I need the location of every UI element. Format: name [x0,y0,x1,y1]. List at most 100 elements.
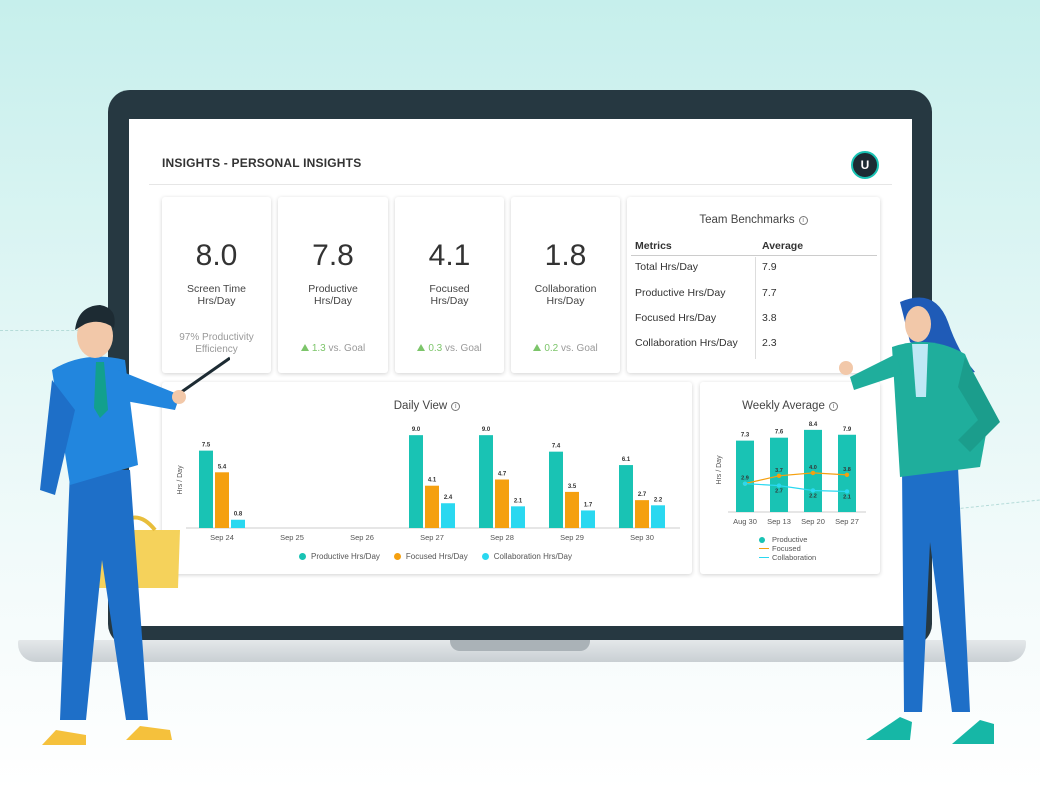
weekly-line-data-label: 3.7 [775,468,783,474]
weekly-line-data-label: 2.2 [809,493,817,499]
stat-label: Focused Hrs/Day [429,283,470,307]
legend-productive-dot [759,536,765,543]
weekly-x-tick-label: Aug 30 [733,517,757,526]
daily-bar-data-label: 2.2 [654,497,663,503]
decorative-dashed-line-left [0,330,110,331]
man-hand [172,390,186,404]
man-tie [94,362,108,418]
daily-view-title: Daily View i [162,400,692,412]
info-icon[interactable]: i [798,216,808,225]
man-head [77,314,113,358]
weekly-x-tick-label: Sep 20 [801,517,825,526]
info-icon[interactable]: i [828,402,838,411]
daily-x-tick-label: Sep 26 [350,533,374,542]
weekly-line-data-label: 2.9 [741,476,749,482]
header-divider [149,184,892,185]
weekly-bar-data-label: 7.3 [741,433,750,439]
page-title: INSIGHTS - PERSONAL INSIGHTS [162,156,362,170]
benchmarks-divider [631,255,877,256]
weekly-line-collaboration [744,483,848,493]
legend-productive-label: Productive [772,535,808,544]
benchmark-average: 7.7 [762,287,777,299]
daily-view-card: Daily View i Hrs / Day Sep 24 7.5 5.4 0.8 Sep … [162,382,692,574]
benchmark-average: 3.8 [762,312,777,324]
woman-legs [902,467,970,712]
weekly-x-tick-label: Sep 13 [767,517,791,526]
stat-label: Screen Time Hrs/Day [187,283,246,307]
weekly-line-point [844,489,850,494]
benchmark-metric: Focused Hrs/Day [635,312,717,324]
weekly-y-axis-label: Hrs / Day [716,455,723,485]
weekly-line-point [810,470,816,476]
stat-value: 4.1 [428,239,471,272]
daily-x-tick-label: Sep 27 [420,533,444,542]
stat-card-productive: 7.8 Productive Hrs/Day 1.3 vs. Goal [278,197,388,373]
legend-productive-dot [299,553,306,560]
stat-card-screen-time: 8.0 Screen Time Hrs/Day 97% Productivity E… [162,197,271,373]
arrow-up-icon [417,344,426,351]
weekly-bar-data-label: 7.6 [775,430,784,436]
daily-x-tick-label: Sep 24 [210,533,234,542]
weekly-bar-data-label: 7.9 [843,427,852,433]
man-shoe-right [126,726,172,740]
daily-bar [581,510,595,528]
legend-focused-line [759,547,769,554]
man-legs [60,470,148,720]
daily-bar-data-label: 7.4 [552,444,561,450]
woman-arm [850,354,902,390]
benchmark-average: 2.3 [762,337,777,349]
weekly-average-chart: Hrs / Day 7.3 Aug 30 7.6 Sep 13 8.4 Sep 20 7.9 S… [716,422,866,526]
stat-label: Collaboration Hrs/Day [534,283,597,307]
weekly-line-focused [744,472,848,485]
presenter-man-illustration [40,305,230,745]
daily-x-tick-label: Sep 30 [630,533,654,542]
daily-bar-data-label: 3.5 [568,484,577,490]
benchmark-metric: Collaboration Hrs/Day [635,337,738,349]
stat-goal: 0.3 vs. Goal [395,343,504,355]
daily-bar [549,451,563,528]
daily-x-tick-label: Sep 28 [490,533,514,542]
weekly-line-point [742,481,748,486]
woman-shoe-left [866,717,912,740]
daily-bar-data-label: 2.7 [638,492,647,498]
arrow-up-icon [533,344,542,351]
benchmark-metric: Productive Hrs/Day [635,287,726,299]
daily-bar-data-label: 4.7 [498,472,507,478]
daily-bar [231,519,245,528]
legend-productive-label: Productive Hrs/Day [311,552,380,561]
weekly-line-point [776,483,782,488]
daily-y-axis-label: Hrs / Day [177,465,184,495]
daily-bar [215,472,229,528]
weekly-line-point [776,473,782,479]
woman-head [905,306,931,342]
daily-bar-data-label: 4.1 [428,478,437,484]
legend-focused-label: Focused Hrs/Day [405,552,468,561]
weekly-average-card: Weekly Average i Hrs / Day 7.3 Aug 30 7.6 Sep… [700,382,880,574]
weekly-line-data-label: 2.1 [843,494,851,500]
daily-bar [409,435,423,528]
daily-bar-data-label: 2.4 [444,495,453,501]
weekly-x-tick-label: Sep 27 [835,517,859,526]
weekly-bar-data-label: 8.4 [809,422,818,428]
daily-bar-data-label: 9.0 [482,427,491,433]
team-benchmarks-card: Team Benchmarks i Metrics Average Total H… [627,197,880,373]
benchmark-average: 7.9 [762,261,777,273]
daily-bar [479,435,493,528]
man-hair [75,305,115,330]
laptop-notch [450,640,590,651]
woman-shoe-right [952,720,994,744]
daily-bar [511,506,525,528]
pointer-stick [179,356,230,395]
man-shoe-left [42,730,86,745]
man-arm [118,370,180,410]
user-avatar[interactable]: U [851,151,879,179]
legend-collaboration-label: Collaboration Hrs/Day [493,552,572,561]
daily-bar [635,500,649,528]
weekly-bar [736,440,754,512]
stat-goal: 0.2 vs. Goal [511,343,620,355]
daily-bar-data-label: 2.1 [514,498,523,504]
benchmarks-col-metrics: Metrics [635,240,672,252]
info-icon[interactable]: i [451,402,461,411]
daily-legend: Productive Hrs/Day Focused Hrs/Day Colla… [299,552,572,561]
arrow-up-icon [300,344,309,351]
